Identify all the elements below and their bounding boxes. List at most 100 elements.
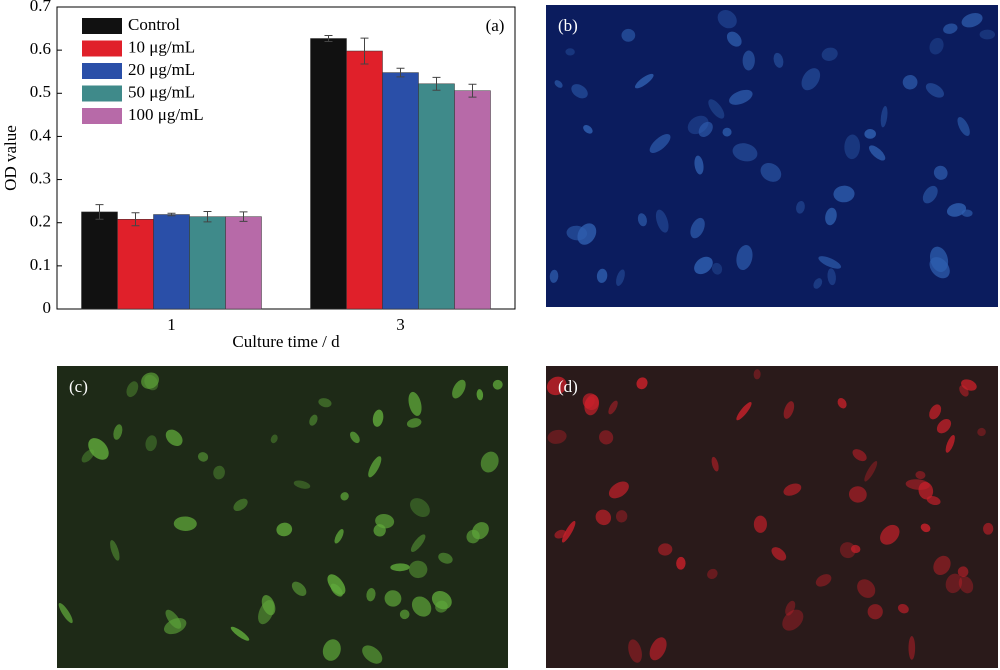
plot-frame <box>56 6 516 310</box>
cell <box>736 402 752 421</box>
cell <box>375 513 395 529</box>
bar <box>310 38 347 310</box>
cell <box>655 209 669 233</box>
y-tick-label: 0 <box>43 298 52 317</box>
legend-swatch <box>82 63 122 79</box>
cell <box>291 581 307 596</box>
cell <box>547 429 567 444</box>
cell <box>880 105 888 128</box>
cell <box>977 427 986 437</box>
cell <box>173 516 197 531</box>
cell <box>318 398 332 408</box>
cell <box>732 143 758 162</box>
cell <box>452 379 466 399</box>
cell <box>729 89 753 105</box>
y-tick-label: 0.7 <box>30 0 52 15</box>
cell <box>864 129 876 139</box>
cell <box>852 449 867 462</box>
error-bar <box>324 34 333 43</box>
y-tick-label: 0.4 <box>30 125 52 144</box>
cell <box>384 590 402 607</box>
cell <box>362 645 383 664</box>
cell <box>694 155 704 175</box>
panel-label: (a) <box>486 16 505 35</box>
cell <box>330 583 343 597</box>
cell <box>658 543 673 556</box>
cell <box>676 556 686 570</box>
cell <box>293 480 311 489</box>
micrograph <box>546 5 998 307</box>
cell <box>945 435 955 453</box>
cell <box>945 573 963 594</box>
legend-swatch <box>82 18 122 34</box>
x-tick-label: 1 <box>167 315 176 334</box>
cell <box>615 510 628 523</box>
cell <box>833 185 855 203</box>
cell <box>815 574 832 587</box>
cell <box>58 602 73 624</box>
cell <box>929 37 944 55</box>
bar <box>189 216 226 310</box>
cell <box>957 116 970 136</box>
cell <box>408 560 428 579</box>
cell <box>857 579 876 598</box>
panel-label: (b) <box>558 16 578 35</box>
cell <box>608 481 629 499</box>
cell <box>649 134 671 153</box>
cell <box>946 203 967 217</box>
cell <box>649 637 667 661</box>
cell <box>867 604 883 620</box>
cell <box>372 409 384 427</box>
panel-label: (d) <box>558 377 578 396</box>
cell <box>165 429 183 446</box>
cell <box>636 377 648 390</box>
cell <box>736 245 753 271</box>
cell <box>848 486 867 503</box>
cell <box>902 74 918 90</box>
micrograph <box>546 366 998 668</box>
cell <box>961 13 983 28</box>
cell <box>276 522 293 537</box>
cell <box>783 401 795 419</box>
y-tick-label: 0.5 <box>30 82 51 101</box>
cell <box>742 50 755 71</box>
cell <box>476 389 484 401</box>
legend-swatch <box>82 85 122 102</box>
micrograph <box>57 366 508 668</box>
cell <box>368 456 382 478</box>
cell <box>711 456 719 472</box>
cell <box>698 121 713 137</box>
cell <box>905 479 930 490</box>
cell <box>760 163 782 182</box>
cell <box>81 449 95 463</box>
cell <box>582 393 599 411</box>
cell <box>141 372 159 389</box>
error-bar <box>203 210 212 223</box>
cell <box>334 529 344 544</box>
cell <box>492 379 503 390</box>
cell <box>637 213 647 227</box>
cell <box>258 599 275 625</box>
cell <box>920 523 931 533</box>
cell <box>565 48 575 56</box>
error-bar <box>432 76 441 91</box>
cell <box>979 29 996 40</box>
cell <box>126 381 139 398</box>
error-bar <box>131 212 140 227</box>
cell <box>399 609 410 620</box>
cell <box>233 498 248 512</box>
cell <box>270 434 278 444</box>
cell <box>961 209 973 217</box>
cell <box>933 555 951 576</box>
cell <box>322 639 341 661</box>
cell <box>926 495 941 506</box>
cell <box>599 430 614 445</box>
cell <box>213 465 225 480</box>
cell <box>577 223 597 245</box>
cell <box>366 588 376 602</box>
cell <box>616 269 625 286</box>
cell <box>783 483 802 496</box>
legend-label: 10 μg/mL <box>128 37 195 56</box>
